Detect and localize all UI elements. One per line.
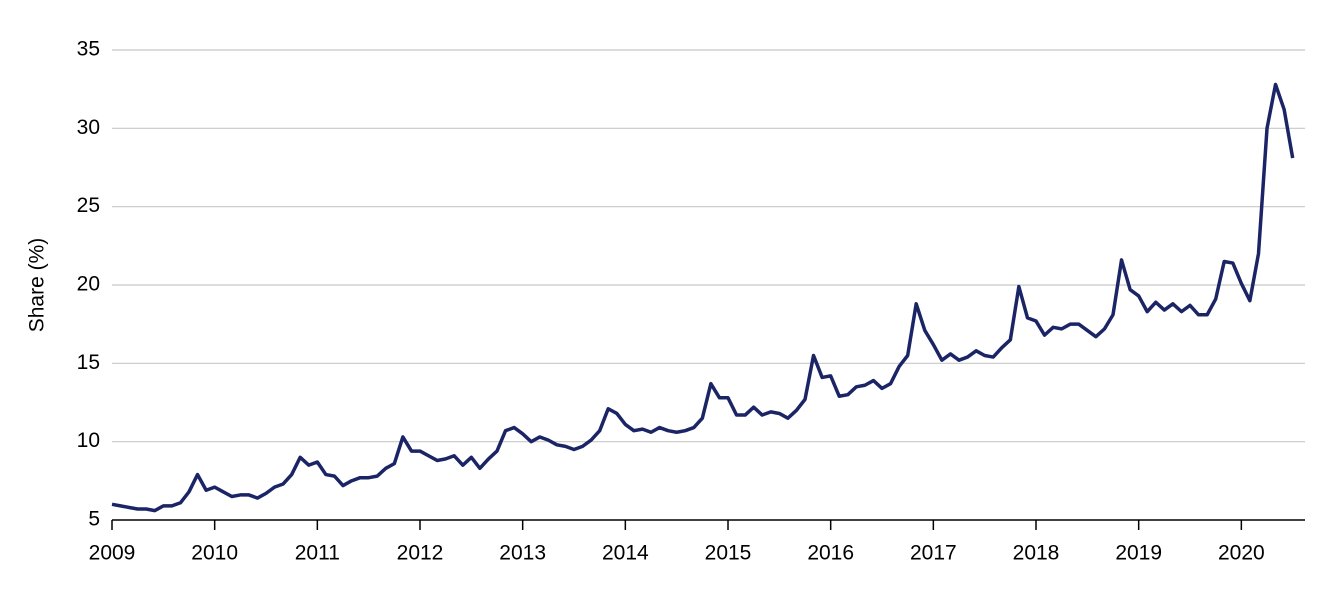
x-tick-label: 2009 bbox=[89, 542, 136, 565]
y-axis-label: Share (%) bbox=[26, 238, 49, 333]
line-series bbox=[111, 82, 1295, 513]
y-tick-label: 5 bbox=[88, 508, 100, 531]
y-tick-label: 20 bbox=[77, 273, 100, 296]
y-tick-label: 30 bbox=[77, 116, 100, 139]
y-tick-label: 10 bbox=[77, 429, 100, 452]
x-tick-label: 2016 bbox=[807, 542, 854, 565]
x-tick-label: 2017 bbox=[910, 542, 957, 565]
x-tick-label: 2014 bbox=[602, 542, 649, 565]
y-tick-label: 15 bbox=[77, 351, 100, 374]
x-tick-label: 2013 bbox=[499, 542, 546, 565]
x-tick-label: 2019 bbox=[1115, 542, 1162, 565]
x-tick-label: 2012 bbox=[397, 542, 444, 565]
x-tick-label: 2018 bbox=[1013, 542, 1060, 565]
x-tick-label: 2015 bbox=[705, 542, 752, 565]
y-tick-label: 25 bbox=[77, 194, 100, 217]
x-tick-label: 2011 bbox=[295, 542, 340, 565]
x-tick-label: 2010 bbox=[191, 542, 238, 565]
y-tick-label: 35 bbox=[77, 38, 100, 61]
x-tick-label: 2020 bbox=[1218, 542, 1265, 565]
